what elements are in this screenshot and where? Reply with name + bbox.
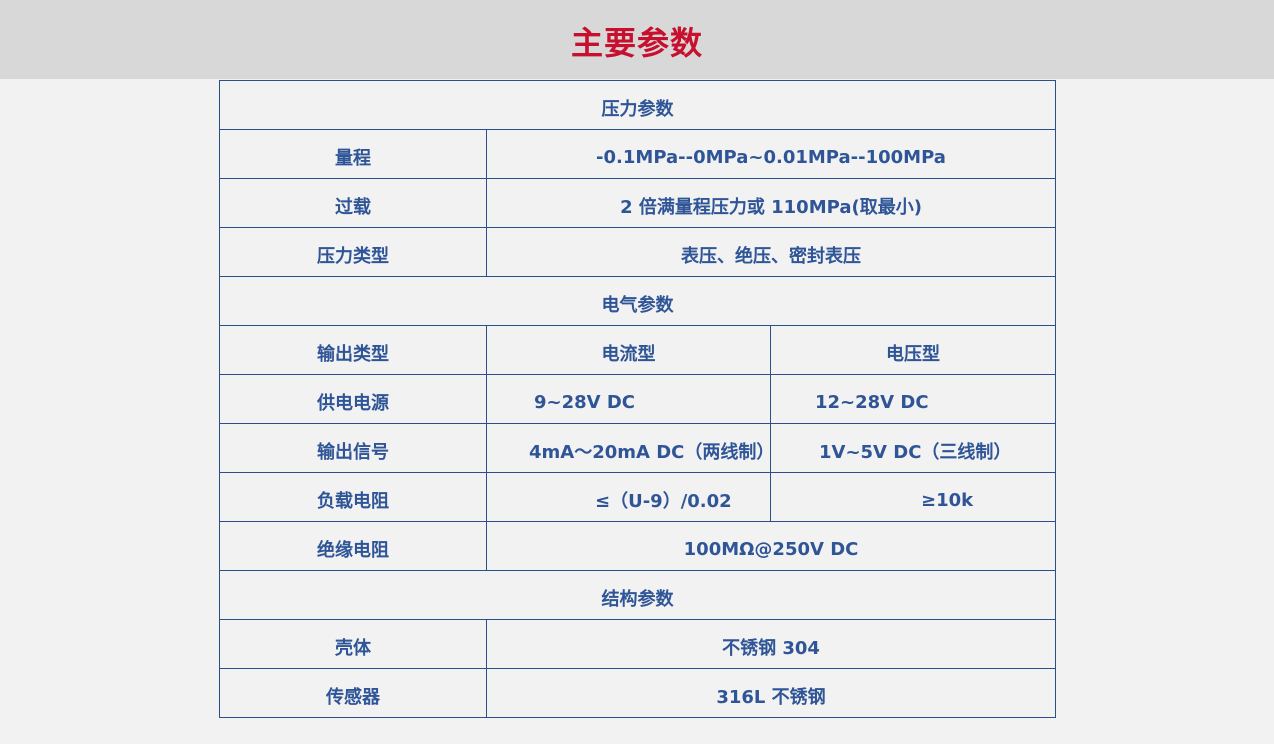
- row-label: 输出类型: [219, 325, 487, 375]
- row-value: 不锈钢 304: [485, 619, 1057, 669]
- table-row: 绝缘电阻 100MΩ@250V DC: [219, 521, 1057, 571]
- table-row: 输出信号 4mA～20mA DC（两线制） 1V~5V DC（三线制）: [219, 423, 1057, 473]
- row-value: 表压、绝压、密封表压: [485, 227, 1057, 277]
- current-type: 电流型: [486, 325, 771, 375]
- table-row: 供电电源 9~28V DC 12~28V DC: [219, 374, 1057, 424]
- voltage-value: 12~28V DC: [769, 374, 1057, 424]
- row-label: 过载: [219, 178, 487, 228]
- row-value: 2 倍满量程压力或 110MPa(取最小): [485, 178, 1057, 228]
- section-row: 结构参数: [218, 570, 1057, 620]
- row-value: 316L 不锈钢: [485, 668, 1057, 718]
- table-row: 负载电阻 ≤（U-9）/0.02 ≥10k: [219, 472, 1057, 522]
- row-label: 传感器: [219, 668, 487, 718]
- page-title: 主要参数: [570, 24, 703, 62]
- row-label: 绝缘电阻: [219, 521, 487, 571]
- section-row: 电气参数: [218, 276, 1057, 326]
- section-electrical: 电气参数: [218, 276, 1057, 326]
- table-row: 量程 -0.1MPa--0MPa~0.01MPa--100MPa: [219, 129, 1057, 179]
- row-label: 输出信号: [219, 423, 487, 473]
- section-pressure: 压力参数: [218, 80, 1057, 130]
- section-row: 压力参数: [218, 80, 1057, 130]
- voltage-value: 1V~5V DC（三线制）: [769, 423, 1057, 473]
- voltage-type: 电压型: [769, 325, 1057, 375]
- current-value: ≤（U-9）/0.02: [486, 472, 771, 522]
- row-label: 负载电阻: [219, 472, 487, 522]
- table-row: 壳体 不锈钢 304: [219, 619, 1057, 669]
- section-structure: 结构参数: [218, 570, 1057, 620]
- row-value: -0.1MPa--0MPa~0.01MPa--100MPa: [485, 129, 1057, 179]
- row-label: 供电电源: [219, 374, 487, 424]
- current-value: 9~28V DC: [486, 374, 771, 424]
- row-value: 100MΩ@250V DC: [485, 521, 1057, 571]
- table-row: 传感器 316L 不锈钢: [219, 668, 1057, 718]
- table-row: 压力类型 表压、绝压、密封表压: [219, 227, 1057, 277]
- voltage-value: ≥10k: [769, 472, 1057, 522]
- table-row: 过载 2 倍满量程压力或 110MPa(取最小): [219, 178, 1057, 228]
- row-label: 压力类型: [219, 227, 487, 277]
- row-label: 量程: [219, 129, 487, 179]
- row-label: 壳体: [219, 619, 487, 669]
- parameters-table: 压力参数 量程 -0.1MPa--0MPa~0.01MPa--100MPa 过载…: [218, 80, 1057, 718]
- table-row: 输出类型 电流型 电压型: [219, 325, 1057, 375]
- current-value: 4mA～20mA DC（两线制）: [486, 423, 774, 473]
- header-band: [0, 0, 1274, 79]
